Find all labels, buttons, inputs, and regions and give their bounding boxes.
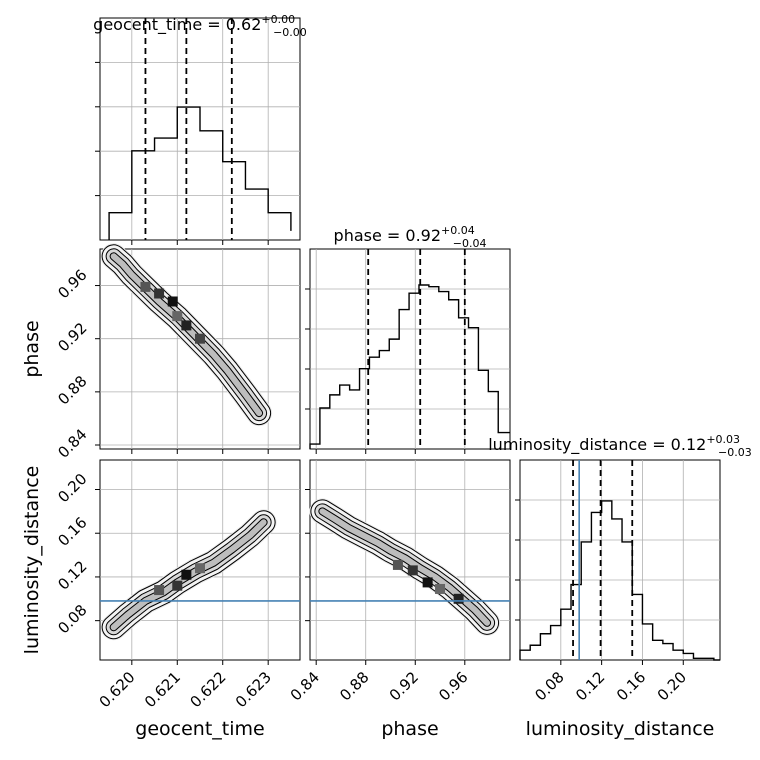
x-axis-label-geocent: geocent_time <box>135 718 264 740</box>
geocent-x-tick-label: 0.621 <box>141 668 184 711</box>
phase-title-upper-error: +0.04 <box>441 224 475 237</box>
lumdist-title: luminosity_distance = 0.12+0.03 −0.03 <box>488 433 752 459</box>
lumdist-x-tick-label: 0.08 <box>531 668 567 704</box>
geocent-title-main: geocent_time = 0.62 <box>93 15 261 35</box>
phase-hist-histogram-steps <box>309 284 510 449</box>
phase-y-tick-label: 0.88 <box>54 372 90 408</box>
x-axis-label-phase: phase <box>381 718 438 740</box>
lumdist-vs-phase-density-peak <box>422 577 433 588</box>
phase-y-tick-label: 0.96 <box>54 266 90 302</box>
geocent-title-upper-error: +0.00 <box>261 13 295 26</box>
lumdist-title-upper-error: +0.03 <box>706 433 740 446</box>
geocent-x-tick-label: 0.623 <box>232 668 275 711</box>
geocent-hist-histogram-steps <box>108 106 292 240</box>
phase-x-tick-label: 0.88 <box>336 668 372 704</box>
phase-vs-geocent-density-peak <box>167 296 178 307</box>
phase-vs-geocent-density-peak <box>181 320 192 331</box>
lumdist-x-tick-label: 0.20 <box>654 668 690 704</box>
y-axis-label-lumdist: luminosity_distance <box>21 466 43 655</box>
lumdist-vs-geocent-density-peak <box>195 563 205 574</box>
x-axis-label-lumdist: luminosity_distance <box>526 718 715 740</box>
lumdist-vs-phase-density-peak <box>453 593 464 604</box>
phase-x-tick-label: 0.96 <box>435 668 471 704</box>
phase-vs-geocent-density-peak <box>195 333 205 344</box>
lumdist-hist-histogram-steps <box>519 500 720 661</box>
phase-y-tick-label: 0.92 <box>54 319 90 355</box>
lumdist-vs-geocent-density-peak <box>172 580 183 591</box>
lumdist-vs-geocent-density-peak <box>181 569 192 580</box>
lumdist-hist-frame <box>519 459 721 661</box>
geocent-title: geocent_time = 0.62+0.00 −0.00 <box>93 13 307 39</box>
lumdist-title-lower-error: −0.03 <box>718 446 752 459</box>
phase-title-main: phase = 0.92 <box>334 226 441 245</box>
lumdist-title-main: luminosity_distance = 0.12 <box>488 435 706 455</box>
phase-hist-frame <box>309 248 511 450</box>
geocent-x-tick-label: 0.620 <box>96 668 139 711</box>
phase-title-lower-error: −0.04 <box>453 237 487 250</box>
lumdist-vs-phase-density-peak <box>435 583 446 594</box>
phase-x-tick-label: 0.84 <box>287 668 323 704</box>
lumdist-y-tick-label: 0.20 <box>54 470 90 506</box>
phase-x-tick-label: 0.92 <box>386 668 422 704</box>
phase-vs-geocent-density-peak <box>154 288 165 299</box>
phase-vs-geocent-density-peak <box>140 281 151 292</box>
lumdist-vs-phase-density-peak <box>407 565 418 576</box>
phase-title: phase = 0.92+0.04 −0.04 <box>334 224 487 250</box>
lumdist-y-tick-label: 0.12 <box>54 557 90 593</box>
y-axis-label-phase: phase <box>21 320 43 377</box>
lumdist-vs-phase-density-peak <box>392 559 403 570</box>
phase-vs-geocent-density-peak <box>172 311 183 322</box>
lumdist-x-tick-label: 0.12 <box>572 668 608 704</box>
geocent-x-tick-label: 0.622 <box>186 668 229 711</box>
phase-y-tick-label: 0.84 <box>54 425 90 461</box>
lumdist-y-tick-label: 0.16 <box>54 514 90 550</box>
lumdist-vs-geocent-density-peak <box>154 585 165 596</box>
lumdist-x-tick-label: 0.16 <box>613 668 649 704</box>
lumdist-y-tick-label: 0.08 <box>54 601 90 637</box>
geocent-title-lower-error: −0.00 <box>273 26 307 39</box>
